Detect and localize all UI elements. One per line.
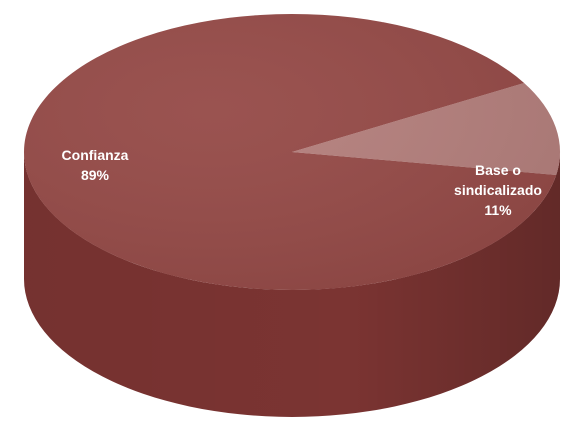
slice-name-label: Confianza (62, 147, 129, 163)
pie-side-shading (24, 152, 560, 417)
slice-name-label: sindicalizado (454, 182, 542, 198)
slice-label-base-o-sindicalizado: Base o sindicalizado 11% (454, 162, 542, 218)
slice-percent-label: 89% (81, 167, 110, 183)
slice-percent-label: 11% (484, 202, 512, 218)
slice-label-confianza: Confianza 89% (62, 147, 129, 183)
slice-labels: Base o sindicalizado 11% Confianza 89% (62, 147, 542, 218)
slice-name-label: Base o (475, 162, 521, 178)
